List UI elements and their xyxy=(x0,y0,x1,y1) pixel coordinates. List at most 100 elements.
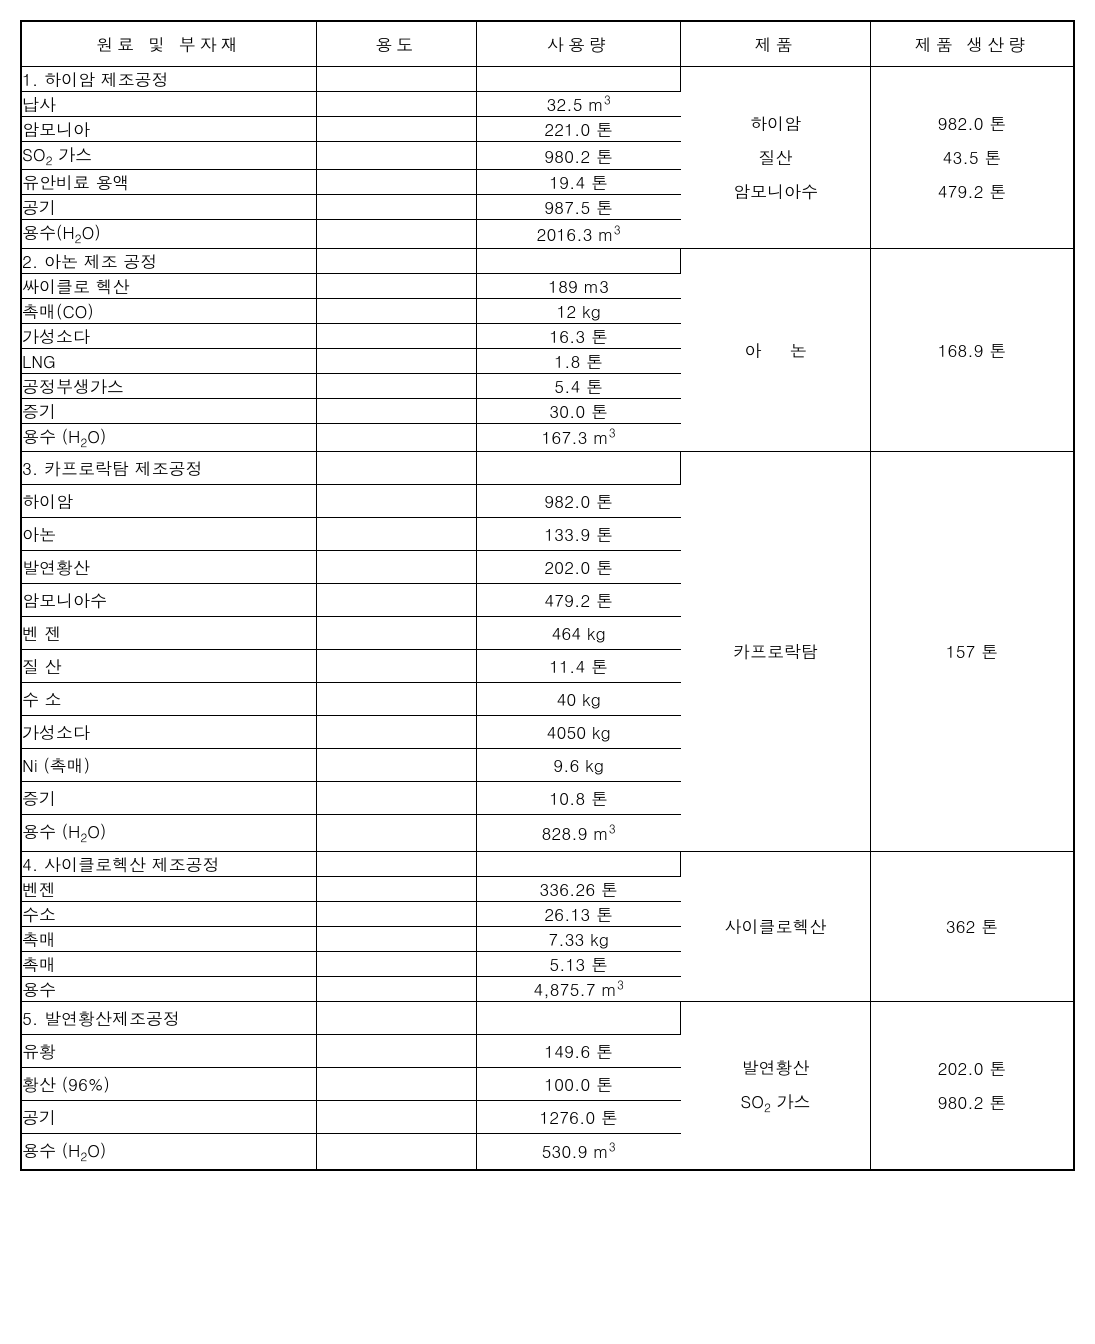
material-name: 질 산 xyxy=(21,650,316,683)
amount-cell: 1276.0 톤 xyxy=(476,1100,681,1133)
use-cell xyxy=(316,1067,476,1100)
amount-cell: 464 kg xyxy=(476,617,681,650)
use-cell xyxy=(316,452,476,485)
amount-cell: 982.0 톤 xyxy=(476,485,681,518)
output-cell: 202.0 톤980.2 톤 xyxy=(870,1001,1074,1170)
use-cell xyxy=(316,348,476,373)
section-title-row: 4. 사이클로헥산 제조공정사이클로헥산362 톤 xyxy=(21,851,1074,876)
amount-cell: 149.6 톤 xyxy=(476,1034,681,1067)
amount-cell: 19.4 톤 xyxy=(476,170,681,195)
amount-cell xyxy=(476,1001,681,1034)
material-name: 황산 (96%) xyxy=(21,1067,316,1100)
amount-cell: 189 m3 xyxy=(476,273,681,298)
amount-cell xyxy=(476,67,681,92)
amount-cell: 2016.3 m3 xyxy=(476,220,681,248)
material-name: 증기 xyxy=(21,782,316,815)
amount-cell: 828.9 m3 xyxy=(476,815,681,851)
amount-cell: 133.9 톤 xyxy=(476,518,681,551)
use-cell xyxy=(316,683,476,716)
use-cell xyxy=(316,1133,476,1170)
amount-cell: 221.0 톤 xyxy=(476,117,681,142)
use-cell xyxy=(316,398,476,423)
material-name: 용수 (H2O) xyxy=(21,423,316,451)
amount-cell: 202.0 톤 xyxy=(476,551,681,584)
use-cell xyxy=(316,248,476,273)
use-cell xyxy=(316,951,476,976)
amount-cell: 12 kg xyxy=(476,298,681,323)
section-title: 3. 카프로락탐 제조공정 xyxy=(21,452,316,485)
material-name: 공기 xyxy=(21,195,316,220)
use-cell xyxy=(316,782,476,815)
amount-cell: 530.9 m3 xyxy=(476,1133,681,1170)
section-title: 5. 발연황산제조공정 xyxy=(21,1001,316,1034)
amount-cell: 4,875.7 m3 xyxy=(476,976,681,1001)
product-cell: 발연황산SO2 가스 xyxy=(681,1001,871,1170)
amount-cell: 26.13 톤 xyxy=(476,901,681,926)
use-cell xyxy=(316,117,476,142)
use-cell xyxy=(316,815,476,851)
material-name: 수소 xyxy=(21,901,316,926)
material-name: SO2 가스 xyxy=(21,142,316,170)
product-cell: 아 논 xyxy=(681,248,871,451)
col-amount: 사용량 xyxy=(476,21,681,67)
use-cell xyxy=(316,67,476,92)
use-cell xyxy=(316,518,476,551)
section-title: 2. 아논 제조 공정 xyxy=(21,248,316,273)
use-cell xyxy=(316,298,476,323)
section-title: 1. 하이암 제조공정 xyxy=(21,67,316,92)
amount-cell: 40 kg xyxy=(476,683,681,716)
material-name: 싸이클로 헥산 xyxy=(21,273,316,298)
material-name: 납사 xyxy=(21,92,316,117)
material-name: 암모니아 xyxy=(21,117,316,142)
output-cell: 982.0 톤43.5 톤479.2 톤 xyxy=(870,67,1074,249)
amount-cell: 980.2 톤 xyxy=(476,142,681,170)
use-cell xyxy=(316,584,476,617)
use-cell xyxy=(316,851,476,876)
section-title-row: 3. 카프로락탐 제조공정카프로락탐157 톤 xyxy=(21,452,1074,485)
use-cell xyxy=(316,650,476,683)
amount-cell: 11.4 톤 xyxy=(476,650,681,683)
amount-cell: 10.8 톤 xyxy=(476,782,681,815)
material-name: 아논 xyxy=(21,518,316,551)
use-cell xyxy=(316,373,476,398)
amount-cell: 167.3 m3 xyxy=(476,423,681,451)
col-product: 제품 xyxy=(681,21,871,67)
material-name: 하이암 xyxy=(21,485,316,518)
output-cell: 157 톤 xyxy=(870,452,1074,851)
amount-cell: 336.26 톤 xyxy=(476,876,681,901)
amount-cell: 1.8 톤 xyxy=(476,348,681,373)
materials-table: 원료 및 부자재 용도 사용량 제품 제품 생산량 1. 하이암 제조공정하이암… xyxy=(20,20,1075,1171)
amount-cell: 7.33 kg xyxy=(476,926,681,951)
material-name: 공정부생가스 xyxy=(21,373,316,398)
material-name: 벤 젠 xyxy=(21,617,316,650)
use-cell xyxy=(316,976,476,1001)
col-use: 용도 xyxy=(316,21,476,67)
material-name: 증기 xyxy=(21,398,316,423)
use-cell xyxy=(316,142,476,170)
use-cell xyxy=(316,170,476,195)
amount-cell: 479.2 톤 xyxy=(476,584,681,617)
use-cell xyxy=(316,926,476,951)
section-title-row: 5. 발연황산제조공정발연황산SO2 가스202.0 톤980.2 톤 xyxy=(21,1001,1074,1034)
use-cell xyxy=(316,485,476,518)
use-cell xyxy=(316,749,476,782)
material-name: 용수 (H2O) xyxy=(21,1133,316,1170)
use-cell xyxy=(316,220,476,248)
amount-cell xyxy=(476,248,681,273)
material-name: 유안비료 용액 xyxy=(21,170,316,195)
output-cell: 168.9 톤 xyxy=(870,248,1074,451)
amount-cell xyxy=(476,851,681,876)
material-name: 수 소 xyxy=(21,683,316,716)
amount-cell: 987.5 톤 xyxy=(476,195,681,220)
material-name: 용수 xyxy=(21,976,316,1001)
material-name: 발연황산 xyxy=(21,551,316,584)
amount-cell: 30.0 톤 xyxy=(476,398,681,423)
product-cell: 사이클로헥산 xyxy=(681,851,871,1001)
material-name: 용수(H2O) xyxy=(21,220,316,248)
use-cell xyxy=(316,273,476,298)
section-title: 4. 사이클로헥산 제조공정 xyxy=(21,851,316,876)
amount-cell: 9.6 kg xyxy=(476,749,681,782)
header-row: 원료 및 부자재 용도 사용량 제품 제품 생산량 xyxy=(21,21,1074,67)
material-name: 가성소다 xyxy=(21,716,316,749)
material-name: 유황 xyxy=(21,1034,316,1067)
